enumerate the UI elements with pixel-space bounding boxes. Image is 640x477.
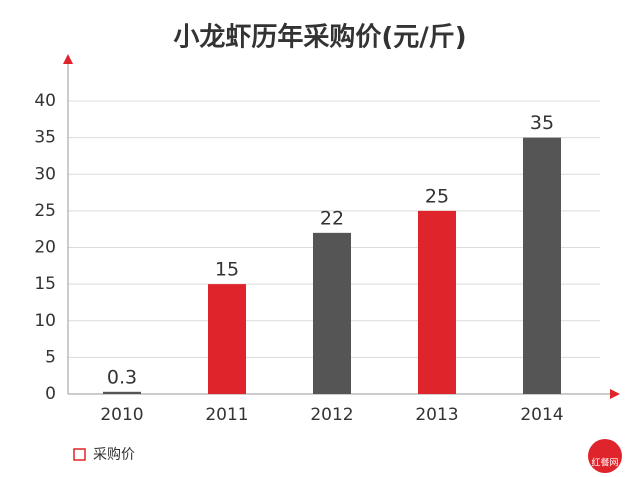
bar bbox=[418, 210, 456, 394]
x-tick-label: 2013 bbox=[415, 405, 458, 425]
x-tick-label: 2010 bbox=[100, 405, 143, 425]
x-axis-arrow bbox=[610, 389, 620, 399]
watermark-badge bbox=[588, 439, 622, 473]
bar bbox=[313, 232, 351, 394]
x-tick-label: 2014 bbox=[520, 405, 563, 425]
x-tick-label: 2011 bbox=[205, 405, 248, 425]
watermark: 红餐网 bbox=[591, 457, 618, 469]
chart-title: 小龙虾历年采购价(元/斤) bbox=[173, 22, 466, 53]
y-tick-label: 30 bbox=[34, 164, 56, 184]
data-label: 35 bbox=[530, 112, 554, 134]
x-tick-label: 2012 bbox=[310, 405, 353, 425]
y-tick-label: 35 bbox=[34, 128, 56, 148]
bar bbox=[103, 391, 141, 394]
data-label: 22 bbox=[320, 207, 344, 229]
data-label: 15 bbox=[215, 259, 239, 281]
bar bbox=[523, 137, 561, 394]
y-tick-label: 40 bbox=[34, 91, 56, 111]
y-tick-label: 25 bbox=[34, 201, 56, 221]
y-tick-label: 0 bbox=[45, 384, 56, 404]
data-label: 0.3 bbox=[107, 366, 137, 388]
y-axis-arrow bbox=[63, 54, 73, 64]
legend-swatch bbox=[73, 448, 86, 461]
y-tick-label: 20 bbox=[34, 238, 56, 258]
data-label: 25 bbox=[425, 185, 449, 207]
bar bbox=[208, 284, 246, 394]
y-tick-label: 10 bbox=[34, 311, 56, 331]
y-tick-label: 15 bbox=[34, 274, 56, 294]
y-tick-label: 5 bbox=[45, 347, 56, 367]
legend-label: 采购价 bbox=[93, 447, 135, 463]
